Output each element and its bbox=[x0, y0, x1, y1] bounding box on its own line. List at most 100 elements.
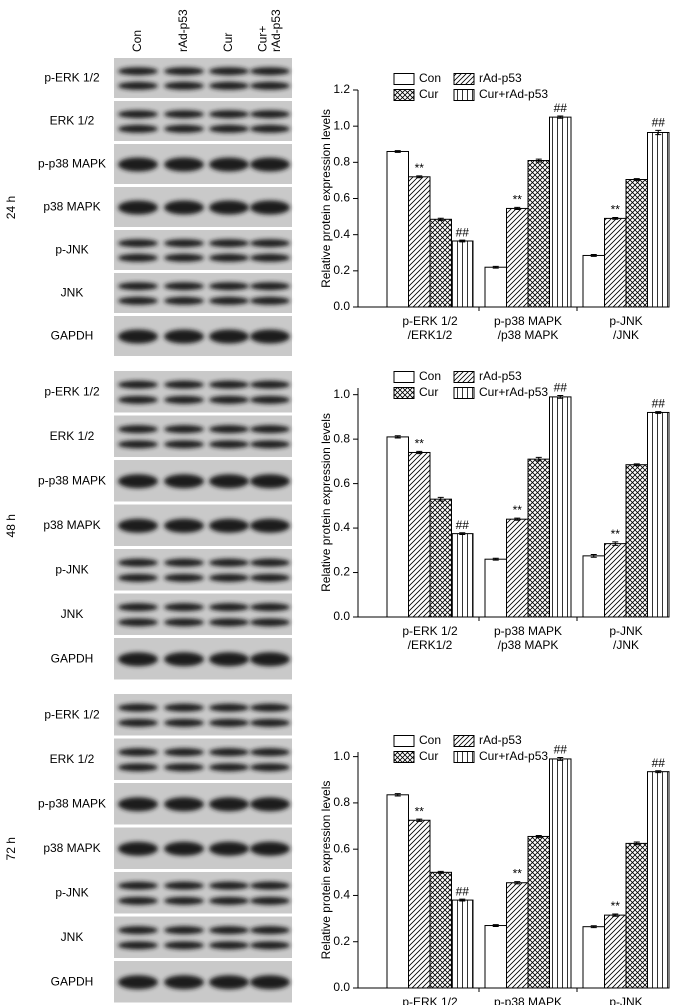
legend-swatch bbox=[393, 735, 415, 747]
blot-row-label: GAPDH bbox=[51, 329, 94, 343]
bar bbox=[549, 396, 572, 618]
y-axis-label: Relative protein expression levels bbox=[319, 413, 333, 592]
blot-band bbox=[164, 425, 204, 434]
bar bbox=[527, 458, 550, 618]
legend-swatch bbox=[393, 387, 415, 399]
lane-label: Cur bbox=[221, 33, 235, 52]
error-bar bbox=[437, 496, 444, 502]
error-bar bbox=[514, 517, 521, 521]
error-bar-line bbox=[557, 395, 564, 399]
blot-band bbox=[209, 425, 249, 434]
blot-band bbox=[250, 896, 290, 905]
error-bar bbox=[416, 450, 423, 455]
error-bar-line bbox=[416, 450, 423, 455]
bar bbox=[549, 758, 572, 989]
significance-label: ** bbox=[513, 193, 523, 207]
blot-band bbox=[209, 558, 249, 567]
y-tick-label: 0.8 bbox=[333, 795, 350, 809]
legend-swatch bbox=[453, 371, 475, 383]
blot-band bbox=[164, 67, 204, 76]
legend-label: rAd-p53 bbox=[479, 71, 522, 85]
blot-band bbox=[250, 652, 290, 667]
x-tick-label: p-JNK/JNK bbox=[609, 995, 642, 1005]
error-bar-line bbox=[514, 881, 521, 885]
blot-band bbox=[118, 881, 158, 890]
error-bar bbox=[394, 150, 401, 153]
significance-label: ## bbox=[652, 397, 666, 411]
blot-band bbox=[118, 124, 158, 133]
blot-band bbox=[250, 718, 290, 727]
blot-band bbox=[164, 618, 204, 627]
error-bar bbox=[535, 456, 542, 462]
error-bar-line bbox=[492, 265, 499, 269]
blot-band bbox=[209, 603, 249, 612]
legend-label: rAd-p53 bbox=[479, 369, 522, 383]
blot-background bbox=[114, 371, 292, 413]
blot-band bbox=[118, 380, 158, 389]
error-bar-line bbox=[612, 541, 619, 546]
y-tick-label: 1.0 bbox=[333, 118, 350, 132]
blot-band bbox=[250, 440, 290, 449]
blot-band bbox=[250, 296, 290, 305]
y-tick-label: 0.6 bbox=[333, 191, 350, 205]
error-bar-line bbox=[492, 924, 499, 927]
error-bar-line bbox=[394, 150, 401, 153]
blot-band bbox=[118, 797, 158, 812]
significance-label: ** bbox=[415, 804, 425, 818]
bar bbox=[647, 131, 670, 308]
blot-band bbox=[250, 380, 290, 389]
error-bar bbox=[655, 411, 662, 414]
error-bar-line bbox=[590, 554, 597, 558]
error-bar bbox=[459, 239, 466, 243]
legend-swatch bbox=[453, 387, 475, 399]
error-bar-line bbox=[492, 557, 499, 561]
blot-band bbox=[209, 618, 249, 627]
blot-background bbox=[114, 549, 292, 591]
blot-band bbox=[164, 748, 204, 757]
error-bar-line bbox=[514, 206, 521, 211]
blot-band bbox=[209, 395, 249, 404]
bar bbox=[549, 116, 572, 308]
blot-row-label: JNK bbox=[61, 930, 84, 944]
blot-background bbox=[114, 101, 292, 141]
legend-label: Cur bbox=[419, 385, 438, 399]
blot-band bbox=[118, 603, 158, 612]
y-tick-label: 0.6 bbox=[333, 476, 350, 490]
blot-row-label: p-ERK 1/2 bbox=[44, 707, 100, 721]
bar bbox=[408, 451, 431, 618]
blot-band bbox=[209, 253, 249, 262]
error-bar bbox=[492, 924, 499, 927]
legend-label: Cur+rAd-p53 bbox=[479, 385, 548, 399]
y-tick-label: 0.4 bbox=[333, 227, 350, 241]
blot-band bbox=[250, 748, 290, 757]
error-bar bbox=[459, 898, 466, 902]
blot-band bbox=[164, 603, 204, 612]
blot-row-label: p-ERK 1/2 bbox=[44, 384, 100, 398]
blot-band bbox=[250, 67, 290, 76]
blot-band bbox=[209, 110, 249, 119]
bar bbox=[604, 914, 627, 989]
significance-label: ## bbox=[456, 518, 470, 532]
error-bar bbox=[633, 178, 640, 181]
error-bar bbox=[394, 435, 401, 439]
blot-band bbox=[164, 380, 204, 389]
blot-band bbox=[250, 200, 290, 215]
error-bar-line bbox=[416, 175, 423, 179]
blot-background bbox=[114, 916, 292, 958]
blot-background bbox=[114, 738, 292, 780]
blot-row-label: p-JNK bbox=[55, 562, 88, 576]
x-tick-label: p-JNK/JNK bbox=[609, 314, 642, 342]
significance-label: ## bbox=[554, 743, 568, 757]
legend-swatch bbox=[453, 751, 475, 763]
blot-band bbox=[118, 975, 158, 990]
significance-label: ** bbox=[611, 203, 621, 217]
lane-label: rAd-p53 bbox=[176, 9, 190, 52]
bar bbox=[625, 179, 648, 308]
blot-band bbox=[209, 763, 249, 772]
blot-background bbox=[114, 872, 292, 914]
blot-band bbox=[209, 474, 249, 489]
blot-background bbox=[114, 593, 292, 635]
legend-label: Cur+rAd-p53 bbox=[479, 87, 548, 101]
blot-band bbox=[164, 239, 204, 248]
